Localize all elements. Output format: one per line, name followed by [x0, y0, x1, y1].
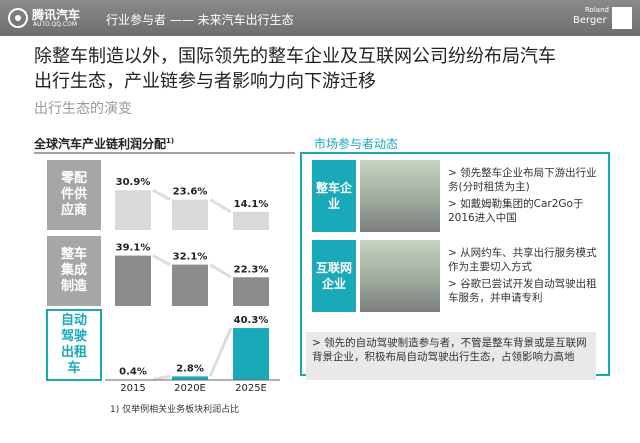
series-name: 整车集成制造 [60, 247, 87, 294]
logo-name: 腾讯汽车 [32, 8, 81, 22]
value-label: 22.3% [234, 264, 269, 275]
bullet: > 从网约车、共享出行服务模式作为主要切入方式 [448, 247, 597, 273]
bar [115, 190, 151, 230]
value-label: 32.1% [173, 252, 208, 263]
title-line: 出行生态，产业链参与者影响力向下游迁移 [34, 71, 376, 92]
chart-title-text: 全球汽车产业链利润分配 [34, 137, 167, 151]
slide-title: 除整车制造以外，国际领先的整车企业及互联网公司纷纷布局汽车 出行生态，产业链参与… [34, 44, 556, 94]
logo-sub: AUTO.QQ.COM [33, 21, 77, 28]
trend-arrow [209, 263, 232, 279]
trend-arrow [208, 327, 233, 377]
market-title: 市场参与者动态 [314, 137, 399, 151]
series-name: 自动驾驶出租车 [60, 313, 87, 376]
photo [360, 240, 440, 312]
row-label-box [47, 160, 101, 230]
row-label-wrap: 自动驾驶出租车 [60, 313, 87, 376]
chart-title: 全球汽车产业链利润分配1) [34, 135, 174, 152]
brand-top: Roland [585, 6, 609, 14]
trend-arrow [152, 188, 171, 201]
series-name: 零配件供应商 [60, 171, 87, 218]
summary-text: > 领先的自动驾驶制造参与者，不管是整车背景或是互联网背景企业，积极布局自动驾驶… [312, 337, 587, 363]
row-label-wrap: 整车集成制造 [60, 247, 87, 294]
bullet: > 如戴姆勒集团的Car2Go于2016进入中国 [448, 198, 584, 224]
bar [172, 376, 208, 380]
footnote: 1) 仅举例相关业务板块利润占比 [110, 405, 240, 415]
bullet: > 谷歌已尝试开发自动驾驶出租车服务，并申请专利 [448, 278, 597, 304]
subtitle: 出行生态的演变 [34, 101, 132, 117]
value-label: 2.8% [176, 363, 204, 374]
trend-arrow [152, 374, 171, 381]
row-label-box [46, 309, 102, 381]
logo-icon [8, 8, 28, 28]
chart: 零配件供应商 30.9% 23.6% 14.1% 整车集成制造 39.1% 32.1% 22.… [34, 152, 295, 394]
summary-box: > 领先的自动驾驶制造参与者，不管是整车背景或是互联网背景企业，积极布局自动驾驶… [306, 332, 596, 380]
x-tick-label: 2015 [120, 383, 145, 394]
market-row-label: 整车企业 [312, 160, 356, 232]
value-label: 39.1% [116, 243, 151, 254]
brand-mark [612, 7, 632, 29]
value-label: 14.1% [234, 199, 269, 210]
trend-arrow [209, 198, 232, 214]
trend-arrow [152, 254, 171, 266]
bar [172, 199, 208, 230]
bar [233, 211, 269, 230]
bar [115, 255, 151, 306]
value-label: 40.3% [234, 315, 269, 326]
bar [233, 328, 269, 380]
bullet: > 领先整车企业布局下游出行业务(分时租赁为主) [448, 167, 597, 193]
row-label-box [47, 236, 101, 306]
photo [360, 160, 440, 232]
header-bar: 腾讯汽车 AUTO.QQ.COM 行业参与者 —— 未来汽车出行生态 Rolan… [0, 0, 640, 36]
title-line: 除整车制造以外，国际领先的整车企业及互联网公司纷纷布局汽车 [34, 46, 556, 67]
bar [233, 277, 269, 306]
value-label: 30.9% [116, 177, 151, 188]
section-title: 行业参与者 —— 未来汽车出行生态 [106, 13, 294, 27]
bullet-list: > 领先整车企业布局下游出行业务(分时租赁为主) > 如戴姆勒集团的Car2Go于… [448, 166, 598, 228]
row-label-wrap: 零配件供应商 [60, 171, 87, 218]
brand-bottom: Berger [573, 15, 607, 26]
market-row-label: 互联网企业 [312, 240, 356, 312]
x-tick-label: 2020E [174, 383, 206, 394]
value-label: 0.4% [119, 366, 147, 377]
market-rule [300, 152, 610, 154]
value-label: 23.6% [173, 187, 208, 198]
bar [172, 264, 208, 306]
chart-title-note: 1) [166, 137, 175, 145]
x-tick-label: 2025E [235, 383, 267, 394]
bullet-list: > 从网约车、共享出行服务模式作为主要切入方式 > 谷歌已尝试开发自动驾驶出租车服… [448, 246, 598, 308]
